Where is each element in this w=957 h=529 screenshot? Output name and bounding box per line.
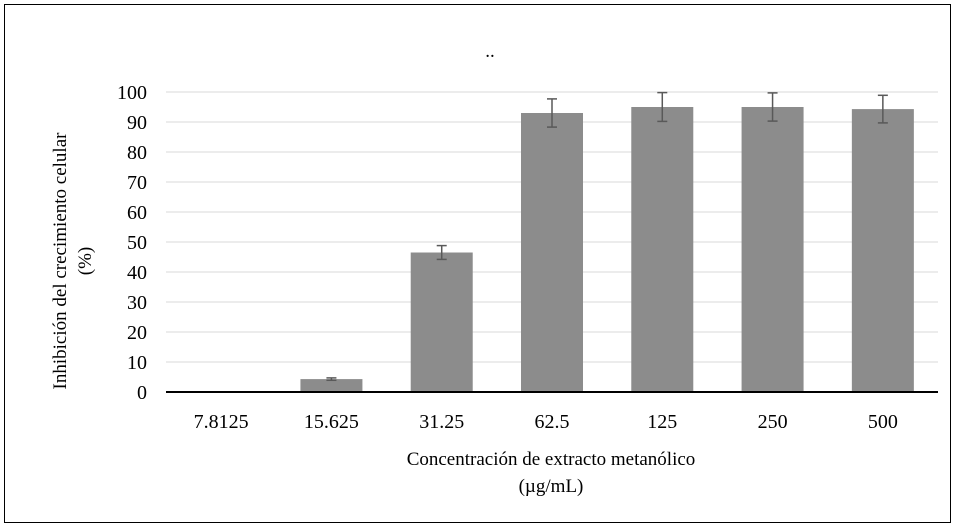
error-bar: [657, 91, 668, 123]
y-axis-title: Inhibición del crecimiento celular: [50, 132, 71, 390]
y-tick-label: 20: [127, 322, 147, 344]
bar: [410, 252, 473, 392]
bars: [300, 107, 914, 392]
y-tick-label: 90: [127, 112, 147, 134]
y-tick-label: 50: [127, 232, 147, 254]
x-tick-label: 15.625: [304, 411, 359, 433]
error-bar: [547, 98, 557, 128]
error-bar: [767, 92, 778, 122]
y-tick-label: 10: [127, 352, 147, 374]
x-tick-label: 125: [647, 411, 677, 433]
error-bar: [436, 244, 447, 261]
y-axis-unit: (%): [75, 247, 96, 275]
bar: [631, 107, 694, 392]
x-axis-unit: (µg/mL): [519, 476, 584, 497]
x-axis-title: Concentración de extracto metanólico: [407, 449, 696, 470]
x-tick-labels: 7.8125 15.625 31.25 62.5 125 250 500: [194, 411, 898, 433]
chart-title: ..: [485, 41, 495, 62]
y-tick-label: 100: [117, 82, 147, 104]
y-tick-label: 80: [127, 142, 147, 164]
x-tick-label: 500: [868, 411, 898, 433]
bar: [851, 109, 914, 392]
y-tick-labels: 0 10 20 30 40 50 60 70 80 90 100: [117, 82, 147, 404]
chart-frame: [4, 4, 951, 523]
y-tick-label: 70: [127, 172, 147, 194]
bar: [300, 379, 363, 392]
x-tick-label: 31.25: [419, 411, 464, 433]
x-tick-label: 62.5: [535, 411, 570, 433]
error-bar: [326, 377, 337, 382]
x-tick-label: 7.8125: [194, 411, 249, 433]
y-tick-label: 60: [127, 202, 147, 224]
x-tick-label: 250: [758, 411, 788, 433]
y-tick-label: 30: [127, 292, 147, 314]
error-bar: [877, 94, 888, 124]
y-tick-label: 0: [137, 382, 147, 404]
error-bars: [326, 91, 888, 382]
bar: [521, 113, 583, 392]
bar: [741, 107, 804, 392]
y-tick-label: 40: [127, 262, 147, 284]
